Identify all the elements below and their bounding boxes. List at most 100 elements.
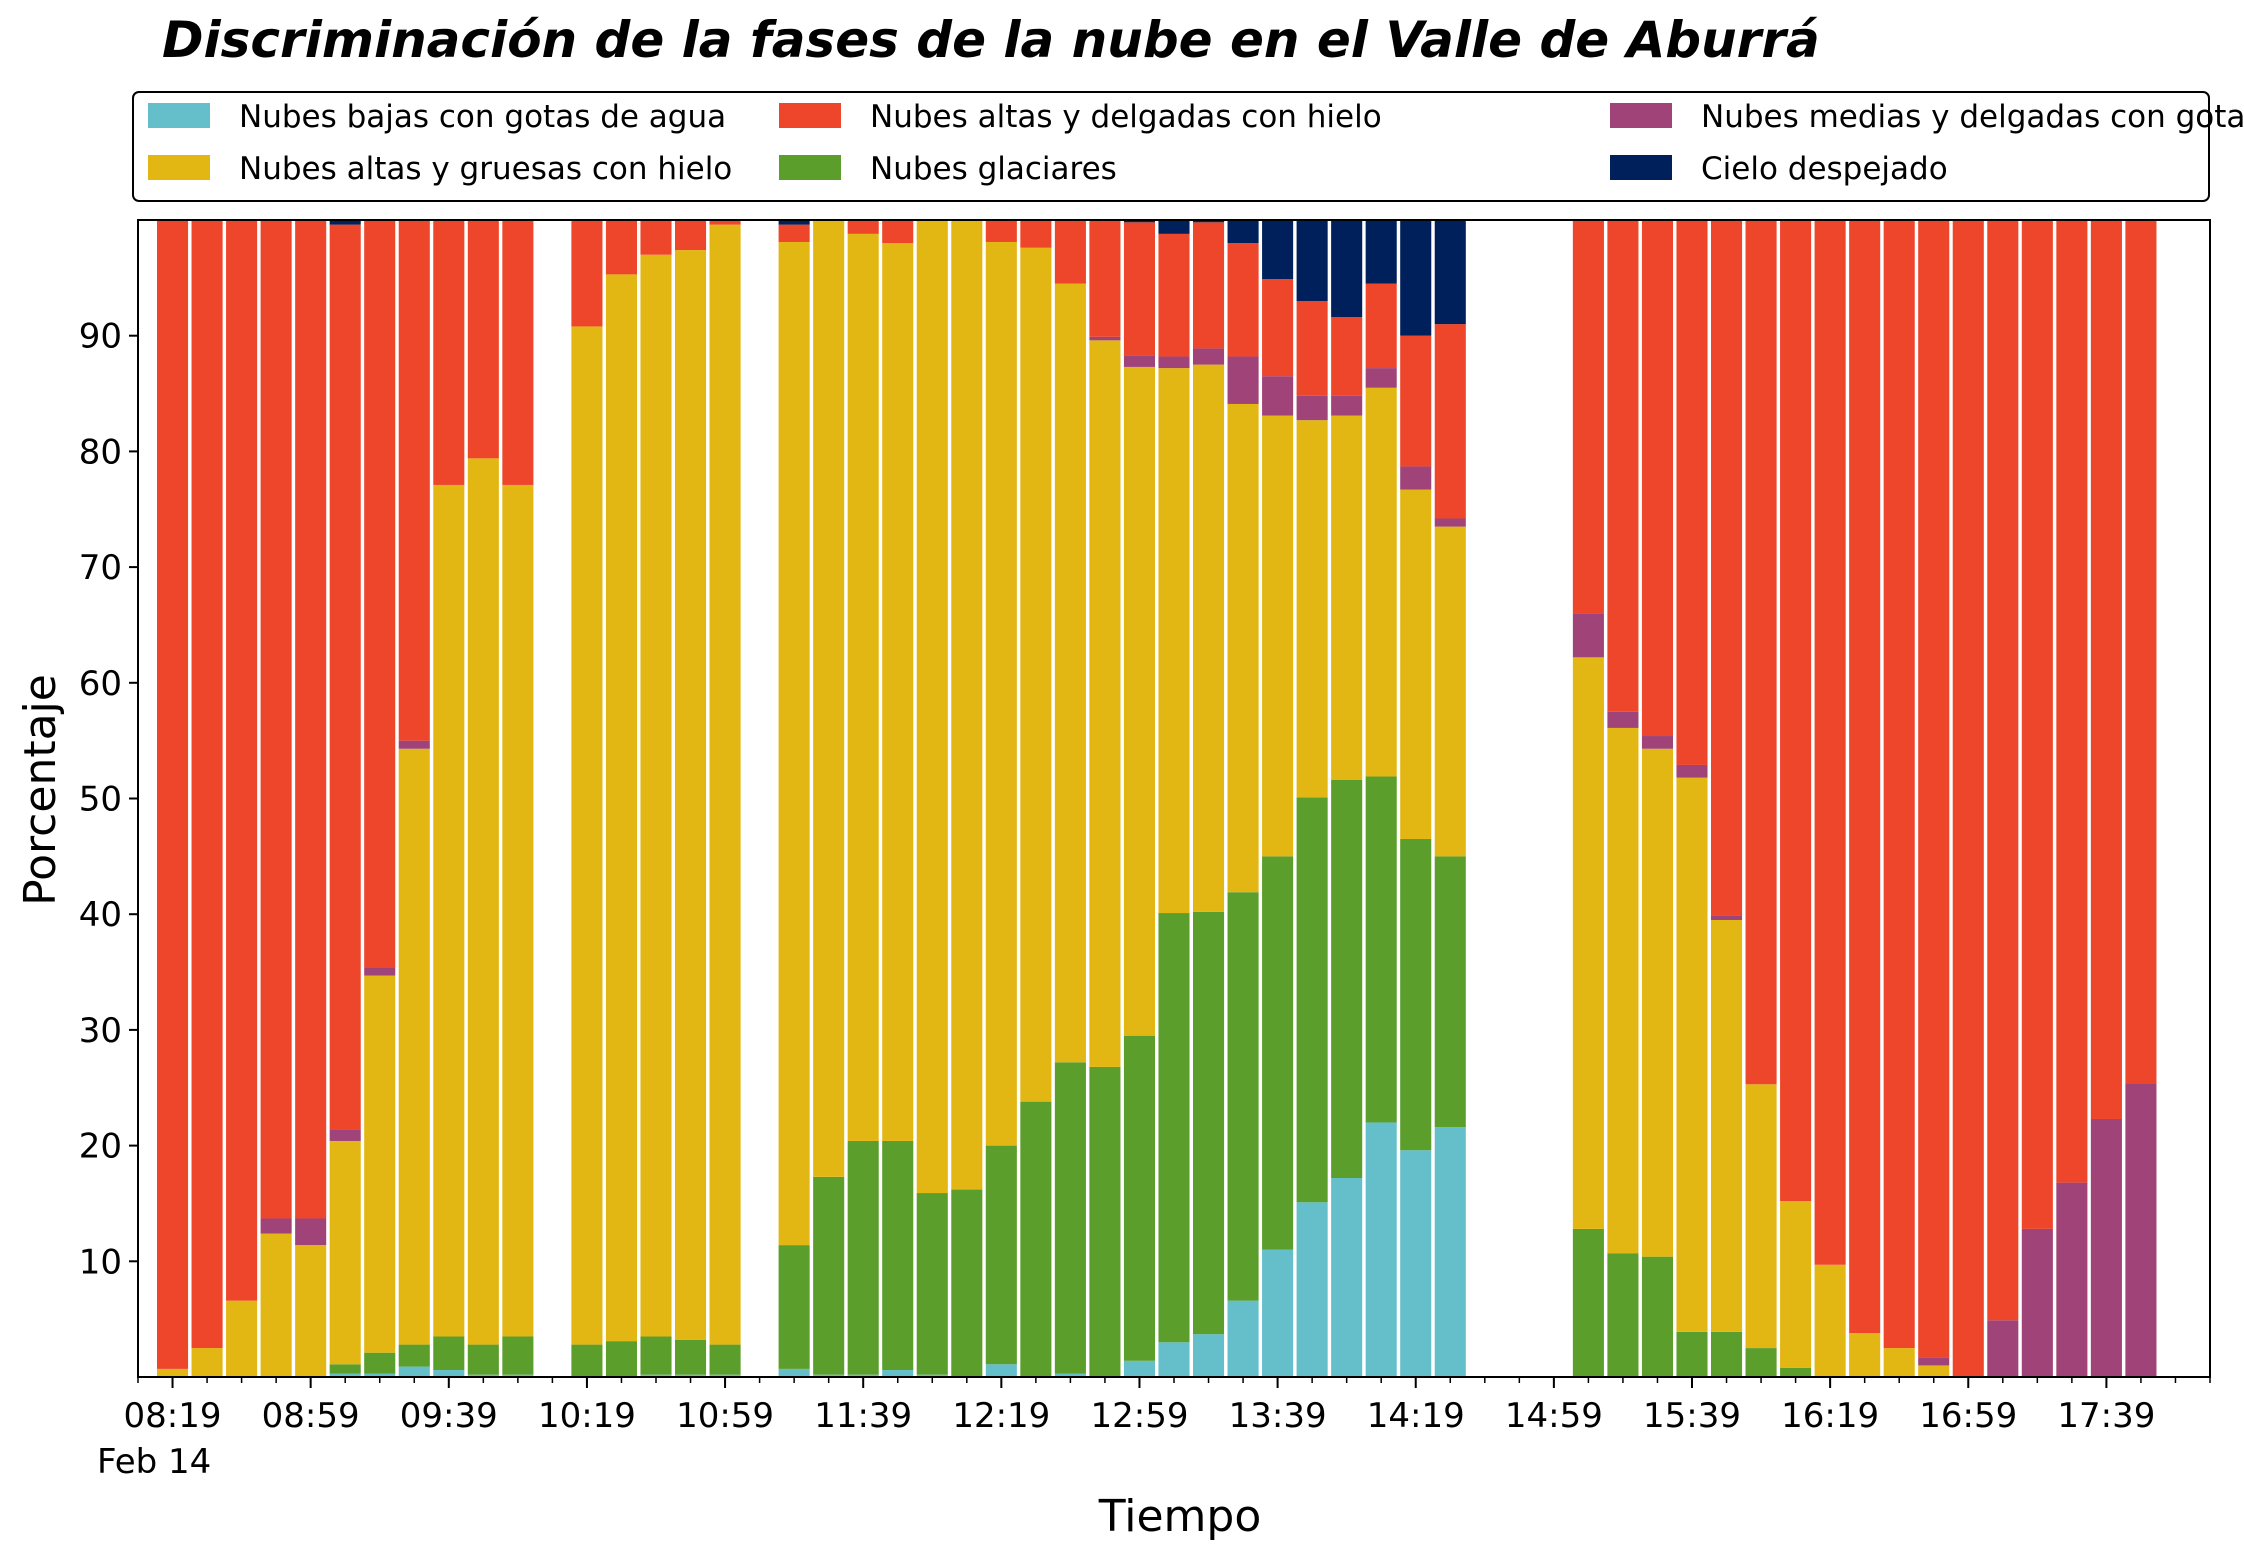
bar-segment-nubes-bajas-con-gotas-de-agua	[1331, 1178, 1363, 1377]
bar-segment-nubes-bajas-con-gotas-de-agua	[1434, 1127, 1466, 1377]
x-tick-label: 09:39	[400, 1396, 498, 1436]
bar-segment-nubes-altas-y-gruesas-con-hielo	[1331, 415, 1363, 780]
bar-segment-nubes-glaciares	[1710, 1331, 1743, 1377]
bar-segment-nubes-altas-y-gruesas-con-hielo	[1607, 727, 1639, 1254]
bar-segment-nubes-glaciares	[364, 1352, 396, 1374]
legend-frame	[132, 91, 2210, 202]
y-tick-label: 40	[79, 895, 122, 935]
bar-segment-nubes-glaciares	[1676, 1331, 1708, 1377]
bar-segment-nubes-medias-y-delgadas-con-gotas-de-agua	[398, 740, 430, 749]
chart-title: Discriminación de la fases de la nube en…	[162, 11, 1820, 69]
bar-segment-nubes-bajas-con-gotas-de-agua	[502, 1374, 534, 1377]
bar-segment-nubes-altas-y-delgadas-con-hielo	[364, 220, 396, 968]
bar-segment-nubes-glaciares	[1262, 856, 1294, 1250]
bar-segment-nubes-altas-y-delgadas-con-hielo	[778, 224, 810, 242]
x-axis: 08:19 08:59 09:39 10:19 10:59 11:39 12:19 12:59…	[124, 1377, 2211, 1436]
bar-segment-nubes-bajas-con-gotas-de-agua	[1400, 1150, 1432, 1377]
bar-segment-nubes-altas-y-gruesas-con-hielo	[1296, 420, 1328, 798]
bar-segment-nubes-altas-y-gruesas-con-hielo	[1849, 1333, 1881, 1377]
bar-segment-nubes-medias-y-delgadas-con-gotas-de-agua	[1987, 1320, 2019, 1377]
bar-segment-cielo-despejado	[1123, 220, 1156, 223]
bar-segment-nubes-altas-y-delgadas-con-hielo	[1400, 335, 1432, 467]
bar-segment-nubes-altas-y-gruesas-con-hielo	[1745, 1084, 1777, 1349]
bar-segment-nubes-altas-y-delgadas-con-hielo	[1607, 220, 1639, 712]
bar-segment-nubes-altas-y-delgadas-con-hielo	[709, 220, 741, 225]
bar-segment-nubes-altas-y-delgadas-con-hielo	[1710, 220, 1743, 916]
bar-segment-nubes-glaciares	[1054, 1062, 1086, 1374]
bar-segment-nubes-bajas-con-gotas-de-agua	[985, 1364, 1017, 1377]
bar-segment-nubes-altas-y-delgadas-con-hielo	[1365, 283, 1397, 369]
bar-segment-nubes-altas-y-delgadas-con-hielo	[1123, 222, 1156, 356]
bar-segment-nubes-bajas-con-gotas-de-agua	[1365, 1122, 1397, 1377]
bar-segment-nubes-altas-y-delgadas-con-hielo	[1054, 220, 1086, 284]
plot-area: 10 20 30 40 50 60 70 80 90 08:19 08:59 09:39 10:19 1…	[79, 219, 2211, 1436]
bar-segment-nubes-medias-y-delgadas-con-gotas-de-agua	[1918, 1357, 1950, 1366]
bar-segment-nubes-altas-y-gruesas-con-hielo	[1641, 748, 1674, 1257]
legend-swatch-nubes-bajas-con-gotas-de-agua	[148, 103, 210, 128]
bar-segment-nubes-altas-y-delgadas-con-hielo	[260, 220, 292, 1219]
x-tick-label: 10:59	[676, 1396, 774, 1436]
bar-segment-cielo-despejado	[329, 220, 361, 225]
bar-segment-nubes-medias-y-delgadas-con-gotas-de-agua	[1572, 613, 1604, 658]
legend: Nubes bajas con gotas de agua Nubes altas…	[132, 91, 2244, 202]
bar-segment-nubes-altas-y-gruesas-con-hielo	[813, 221, 845, 1177]
bar-segment-nubes-altas-y-gruesas-con-hielo	[1780, 1201, 1812, 1368]
bar-segment-nubes-medias-y-delgadas-con-gotas-de-agua	[1262, 376, 1294, 416]
bar-segment-nubes-altas-y-delgadas-con-hielo	[467, 220, 499, 459]
bar-segment-nubes-glaciares	[433, 1336, 465, 1371]
bar-segment-nubes-altas-y-delgadas-con-hielo	[985, 220, 1017, 242]
bar-segment-nubes-medias-y-delgadas-con-gotas-de-agua	[329, 1129, 361, 1141]
y-axis: 10 20 30 40 50 60 70 80 90	[79, 317, 138, 1282]
bar-segment-nubes-altas-y-delgadas-con-hielo	[1262, 279, 1294, 377]
bar-segment-nubes-altas-y-delgadas-con-hielo	[2125, 220, 2157, 1084]
bar-segment-nubes-altas-y-delgadas-con-hielo	[1227, 243, 1259, 357]
x-axis-label: Tiempo	[1098, 1491, 1262, 1542]
bar-segment-nubes-glaciares	[951, 1189, 983, 1377]
bar-segment-nubes-altas-y-gruesas-con-hielo	[1089, 340, 1121, 1067]
x-tick-label: 17:39	[2057, 1396, 2155, 1436]
bar-segment-nubes-altas-y-delgadas-con-hielo	[1089, 220, 1121, 337]
x-tick-label: 14:59	[1505, 1396, 1603, 1436]
bar-segment-nubes-altas-y-gruesas-con-hielo	[1020, 247, 1052, 1102]
bar-segment-nubes-altas-y-delgadas-con-hielo	[295, 220, 327, 1219]
bar-segment-nubes-glaciares	[1607, 1253, 1639, 1377]
x-tick-label: 08:59	[262, 1396, 360, 1436]
bar-segment-nubes-altas-y-gruesas-con-hielo	[191, 1348, 223, 1377]
bar-segment-nubes-altas-y-gruesas-con-hielo	[467, 458, 499, 1345]
x-tick-label: 10:19	[538, 1396, 636, 1436]
legend-swatch-nubes-altas-y-gruesas-con-hielo	[148, 155, 210, 180]
bar-segment-nubes-glaciares	[882, 1140, 914, 1371]
bar-segment-cielo-despejado	[1365, 220, 1397, 284]
bar-segment-nubes-altas-y-gruesas-con-hielo	[1400, 489, 1432, 839]
y-tick-label: 10	[79, 1242, 122, 1282]
bar-segment-nubes-medias-y-delgadas-con-gotas-de-agua	[1158, 356, 1190, 369]
bar-segment-nubes-bajas-con-gotas-de-agua	[1054, 1373, 1086, 1377]
bar-segment-nubes-altas-y-gruesas-con-hielo	[260, 1233, 292, 1377]
bar-segment-nubes-altas-y-gruesas-con-hielo	[1710, 919, 1743, 1332]
bar-segment-nubes-glaciares	[674, 1339, 707, 1375]
bar-segment-nubes-altas-y-delgadas-con-hielo	[1883, 220, 1915, 1349]
bar-segment-nubes-medias-y-delgadas-con-gotas-de-agua	[1434, 518, 1466, 527]
bar-segment-nubes-altas-y-gruesas-con-hielo	[226, 1300, 258, 1377]
bar-segment-nubes-medias-y-delgadas-con-gotas-de-agua	[1192, 348, 1225, 365]
bar-segment-nubes-altas-y-gruesas-con-hielo	[1262, 415, 1294, 857]
bar-segment-nubes-glaciares	[1089, 1066, 1121, 1377]
bar-segment-nubes-altas-y-delgadas-con-hielo	[571, 220, 603, 327]
bar-segment-nubes-altas-y-delgadas-con-hielo	[1780, 220, 1812, 1202]
bar-segment-nubes-medias-y-delgadas-con-gotas-de-agua	[1089, 336, 1121, 341]
bar-segment-nubes-bajas-con-gotas-de-agua	[364, 1373, 396, 1377]
legend-swatch-nubes-altas-y-delgadas-con-hielo	[779, 103, 841, 128]
bar-segment-nubes-medias-y-delgadas-con-gotas-de-agua	[2021, 1228, 2053, 1377]
bar-segment-nubes-altas-y-gruesas-con-hielo	[364, 975, 396, 1353]
bar-segment-nubes-altas-y-delgadas-con-hielo	[2090, 220, 2122, 1119]
bar-segment-nubes-medias-y-delgadas-con-gotas-de-agua	[1365, 368, 1397, 388]
bar-segment-cielo-despejado	[1296, 220, 1328, 301]
y-tick-label: 60	[79, 664, 122, 704]
bar-segment-nubes-altas-y-delgadas-con-hielo	[1158, 233, 1190, 357]
bar-segment-nubes-altas-y-gruesas-con-hielo	[985, 241, 1017, 1146]
y-axis-label: Porcentaje	[15, 674, 66, 906]
bar-segment-nubes-altas-y-gruesas-con-hielo	[640, 254, 672, 1337]
bar-segment-nubes-glaciares	[813, 1176, 845, 1375]
bar-segment-cielo-despejado	[1331, 220, 1363, 318]
bar-segment-nubes-glaciares	[1400, 839, 1432, 1151]
